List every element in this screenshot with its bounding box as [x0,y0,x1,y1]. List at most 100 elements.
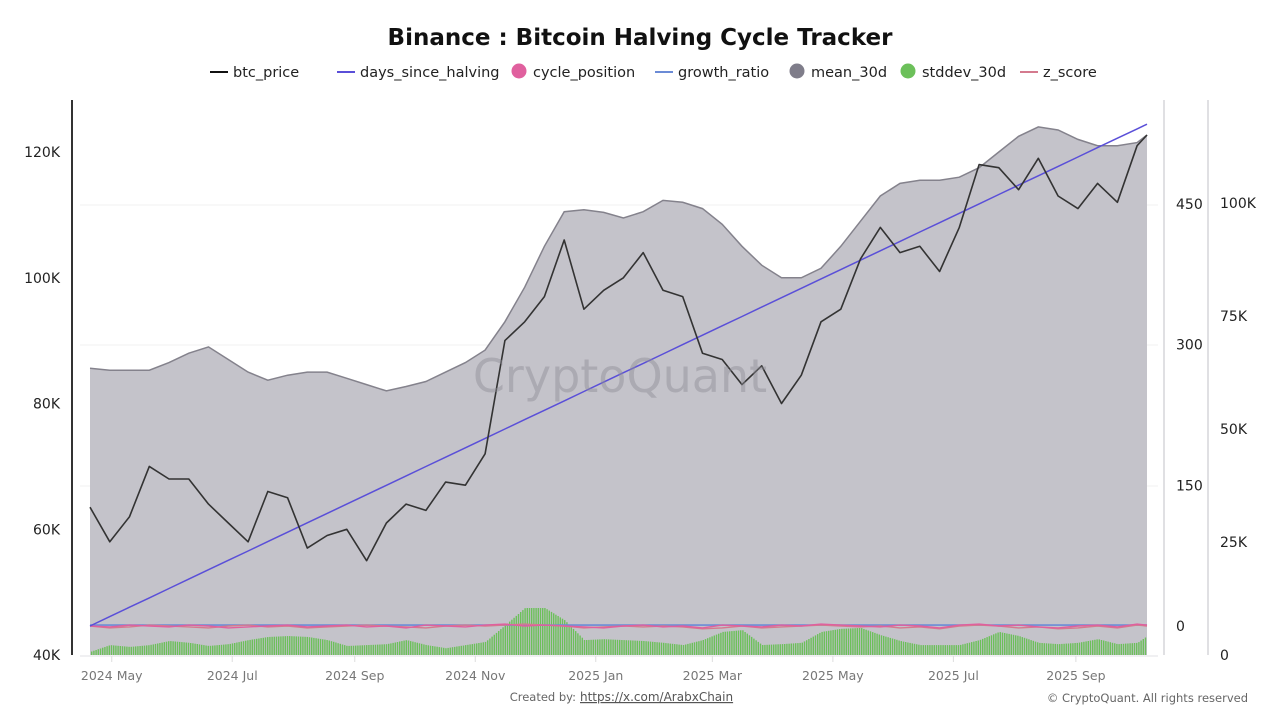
stddev-bar [1056,644,1059,655]
stddev-bar [676,644,678,655]
stddev-bar [385,644,388,655]
stddev-bar [99,648,102,655]
stddev-bar [500,629,502,655]
stddev-bar [691,642,693,655]
stddev-bar [388,643,390,655]
stddev-bar [1019,636,1021,655]
stddev-bar [599,639,601,655]
stddev-bar [275,636,278,655]
stddev-bar [845,628,847,655]
stddev-bar [663,642,665,655]
stddev-bar [361,645,363,655]
stddev-bar [509,621,511,655]
stddev-bar [317,638,319,655]
stddev-bar [979,639,982,655]
stddev-bar [168,641,170,655]
legend-label: z_score [1043,65,1097,81]
stddev-bar [982,638,984,655]
stddev-bar [341,644,344,655]
stddev-bar [458,646,460,655]
stddev-bar [616,639,619,655]
stddev-bar [227,644,229,655]
stddev-bar [720,632,722,655]
stddev-bar [454,646,456,655]
x-tick-label: 2024 Sep [325,668,384,683]
stddev-bar [269,636,271,655]
stddev-bar [363,645,366,655]
stddev-bar [93,650,95,655]
stddev-bar [671,643,674,655]
stddev-bar [1078,642,1081,655]
stddev-bar [1010,634,1012,655]
stddev-bar [515,615,517,655]
stddev-bar [636,640,638,655]
legend-item-stddev-30d: stddev_30d [900,63,1006,81]
stddev-bar [643,641,645,655]
stddev-bar [590,639,592,655]
stddev-bar [476,643,478,655]
middle-tick-label: 450 [1176,197,1203,213]
stddev-bar [759,643,762,655]
legend-item-mean-30d: mean_30d [789,63,887,81]
stddev-bar [1142,639,1144,655]
stddev-bar [795,643,797,655]
stddev-bar [429,645,432,655]
stddev-bar [564,620,566,655]
stddev-bar [808,639,810,655]
stddev-bar [121,646,124,655]
stddev-bar [1050,643,1052,655]
stddev-bar [674,644,676,655]
stddev-bar [872,632,874,655]
stddev-bar [407,640,410,655]
stddev-bar [557,616,559,655]
stddev-bar [810,637,812,655]
stddev-bar [357,645,359,655]
stddev-bar [291,636,293,655]
stddev-bar [561,618,564,655]
stddev-bar [951,645,953,655]
stddev-bar [324,639,326,655]
stddev-bar [641,640,643,655]
stddev-bar [894,639,896,655]
stddev-bar [506,623,509,655]
stddev-bar [1004,633,1006,655]
stddev-bar [1041,643,1043,655]
stddev-bar [960,644,962,655]
stddev-bar [124,646,126,655]
stddev-bar [414,642,416,655]
stddev-bar [1116,643,1118,655]
stddev-bar [190,643,192,655]
stddev-bar [447,647,449,655]
stddev-bar [790,643,792,655]
stddev-bar [812,636,814,655]
stddev-bar [229,643,231,655]
stddev-bar [286,636,289,655]
stddev-bar [531,608,533,655]
stddev-bar [619,639,621,655]
stddev-bar [612,639,614,655]
stddev-bar [256,638,258,655]
stddev-bar [938,645,940,655]
stddev-bar [803,641,806,655]
created-by-link[interactable]: https://x.com/ArabxChain [580,690,733,704]
stddev-bar [874,632,876,655]
stddev-bar [440,647,443,655]
stddev-bar [828,630,830,655]
x-tick-label: 2024 May [81,668,143,683]
stddev-bar [755,640,757,655]
stddev-bar [898,640,900,655]
x-tick-label: 2024 Nov [445,668,506,683]
stddev-bar [986,637,988,655]
stddev-bar [702,640,704,655]
stddev-bar [687,643,689,655]
middle-tick-label: 150 [1176,478,1203,494]
stddev-bar [964,643,966,655]
stddev-bar [940,645,942,655]
stddev-bar [1008,633,1010,655]
stddev-bar [566,622,568,655]
stddev-bar [330,641,333,655]
stddev-bar [1072,643,1074,655]
stddev-bar [984,638,986,655]
stddev-bar [1017,635,1019,655]
stddev-bar [1138,642,1140,655]
